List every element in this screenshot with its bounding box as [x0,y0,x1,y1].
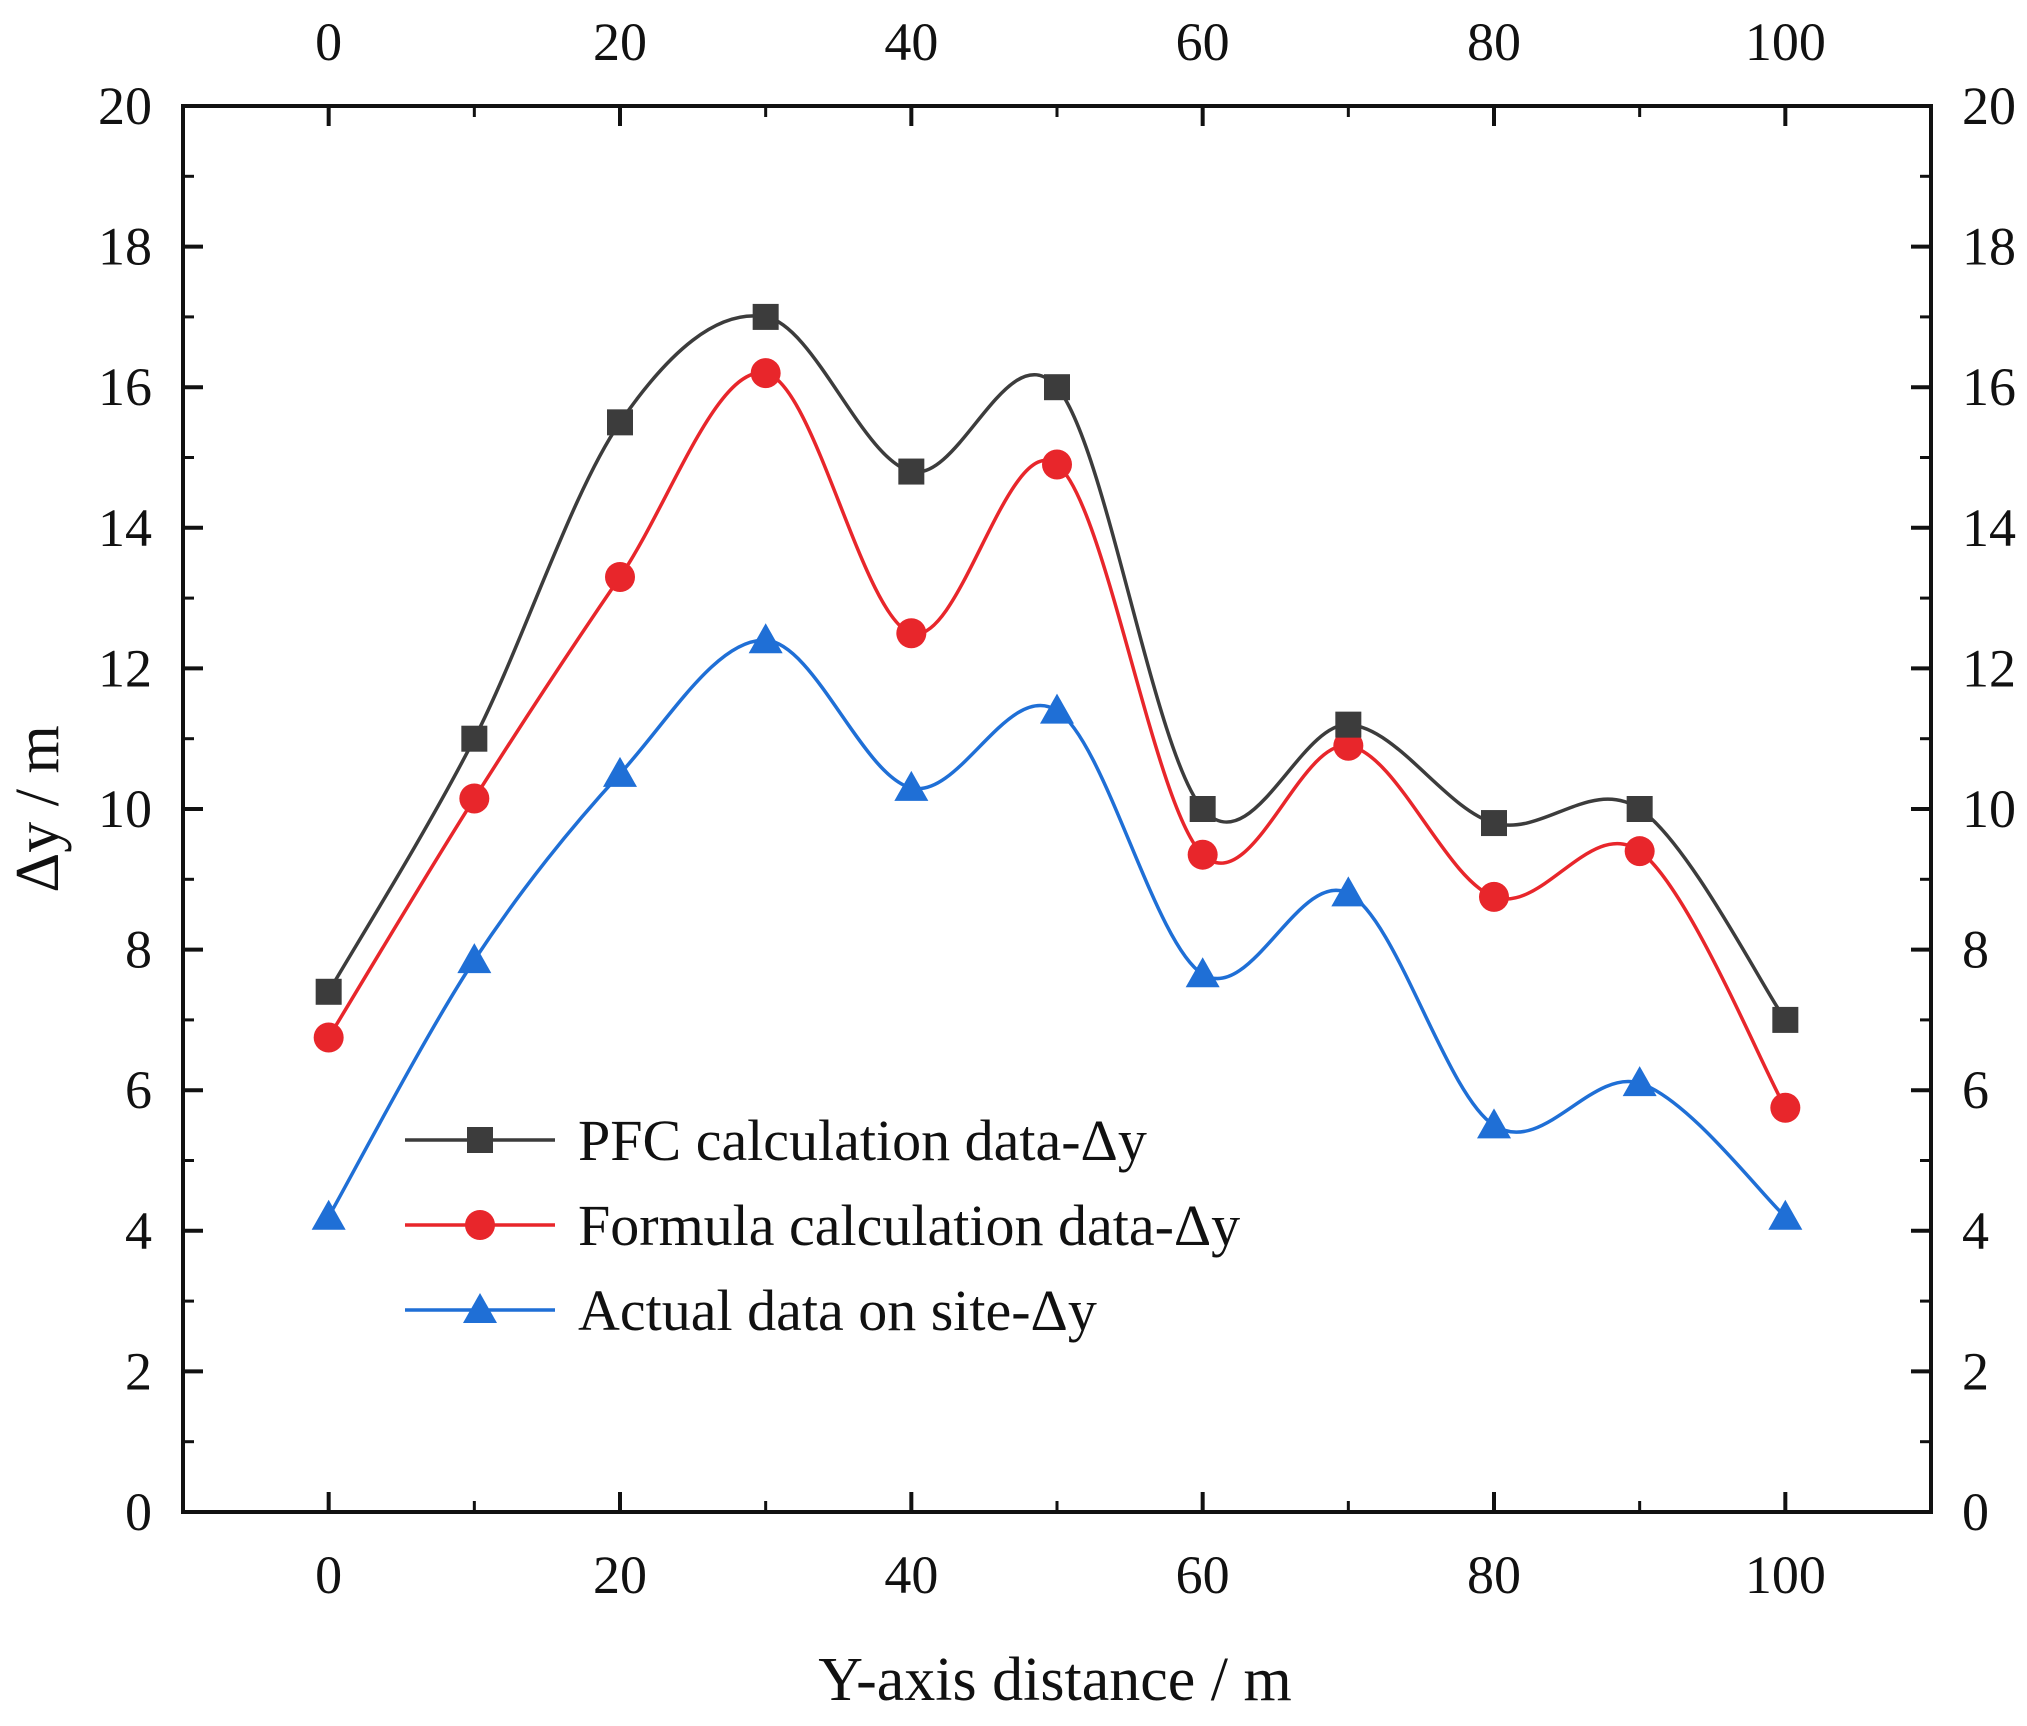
series-square [315,303,1799,1033]
legend-marker-triangle [463,1293,497,1323]
legend-marker-square [467,1127,493,1153]
y-tick-label-right: 2 [1962,1341,1989,1401]
series-circle [313,358,1801,1123]
y-tick-label-right: 16 [1962,357,2016,417]
legend-label: PFC calculation data-Δy [578,1108,1147,1173]
legend: PFC calculation data-Δy Formula calculati… [405,1108,1240,1343]
data-point-triangle [1477,1108,1511,1139]
x-axis-title: Y-axis distance / m [818,1646,1292,1714]
series-layer [311,303,1803,1230]
data-point-square [898,458,925,485]
data-point-triangle [748,623,783,654]
data-point-triangle [1331,876,1366,907]
data-point-square [1481,810,1507,837]
y-tick-label-left: 12 [98,638,152,698]
data-point-square [1044,374,1070,401]
x-tick-label-top: 80 [1467,12,1521,72]
y-tick-label-left: 20 [98,76,152,136]
y-tick-label-left: 16 [98,357,152,417]
legend-marker-circle [465,1210,495,1240]
data-point-circle [459,783,490,814]
x-tick-label-bottom: 60 [1176,1545,1230,1605]
x-tick-label-top: 20 [593,12,647,72]
data-point-circle [1770,1092,1801,1123]
data-point-square [1189,796,1216,822]
x-tick-label-bottom: 40 [884,1545,938,1605]
data-point-triangle [1185,957,1220,988]
y-tick-label-left: 10 [98,779,152,839]
legend-item-square: PFC calculation data-Δy [405,1108,1147,1173]
y-axis-title: Δy / m [4,725,72,892]
data-point-square [1772,1006,1799,1033]
data-point-triangle [311,1199,346,1230]
data-point-circle [1042,449,1072,480]
data-point-square [1626,796,1653,822]
y-tick-label-right: 20 [1962,76,2016,136]
y-tick-label-right: 4 [1962,1201,1989,1261]
series-triangle [311,623,1803,1230]
data-point-circle [1333,730,1364,761]
y-tick-label-left: 18 [98,217,152,277]
x-tick-label-bottom: 20 [593,1545,647,1605]
x-tick-label-top: 0 [315,12,342,72]
y-tick-label-right: 18 [1962,217,2016,277]
data-point-triangle [1768,1199,1803,1230]
legend-label: Actual data on site-Δy [578,1278,1097,1343]
data-point-circle [896,618,927,649]
y-tick-label-right: 0 [1962,1482,1989,1542]
data-point-square [315,978,342,1005]
x-tick-label-bottom: 0 [315,1545,342,1605]
data-point-circle [605,562,635,593]
data-point-square [752,303,779,330]
x-tick-label-top: 40 [884,12,938,72]
data-point-triangle [457,943,492,974]
axis-ticks: 0 0 20 20 40 40 60 60 80 80 100 100 0 0 2 2 4 4 6 6 8 8 10 10 12… [98,12,2016,1605]
series-line-square [327,314,1787,1021]
data-point-triangle [603,756,637,787]
y-tick-label-right: 8 [1962,920,1989,980]
data-point-circle [1624,836,1655,867]
y-tick-label-left: 14 [98,498,152,558]
data-point-circle [313,1022,344,1053]
y-tick-label-left: 6 [125,1060,152,1120]
y-tick-label-left: 4 [125,1201,152,1261]
y-tick-label-right: 6 [1962,1060,1989,1120]
data-point-circle [750,358,781,389]
data-point-square [461,725,488,752]
data-point-circle [1187,839,1218,870]
y-tick-label-right: 14 [1962,498,2016,558]
series-line-circle [327,371,1787,1109]
legend-item-circle: Formula calculation data-Δy [405,1193,1240,1258]
y-tick-label-left: 0 [125,1482,152,1542]
data-point-triangle [1040,693,1074,724]
y-tick-label-right: 10 [1962,779,2016,839]
data-point-triangle [1622,1066,1657,1097]
y-tick-label-left: 2 [125,1341,152,1401]
x-tick-label-bottom: 80 [1467,1545,1521,1605]
x-tick-label-top: 100 [1745,12,1826,72]
data-point-square [1335,711,1362,738]
y-tick-label-right: 12 [1962,638,2016,698]
x-tick-label-bottom: 100 [1745,1545,1826,1605]
data-point-square [607,409,633,436]
legend-label: Formula calculation data-Δy [578,1193,1240,1258]
data-point-triangle [894,770,929,801]
legend-item-triangle: Actual data on site-Δy [405,1278,1097,1343]
x-tick-label-top: 60 [1176,12,1230,72]
data-point-circle [1479,881,1509,912]
y-tick-label-left: 8 [125,920,152,980]
